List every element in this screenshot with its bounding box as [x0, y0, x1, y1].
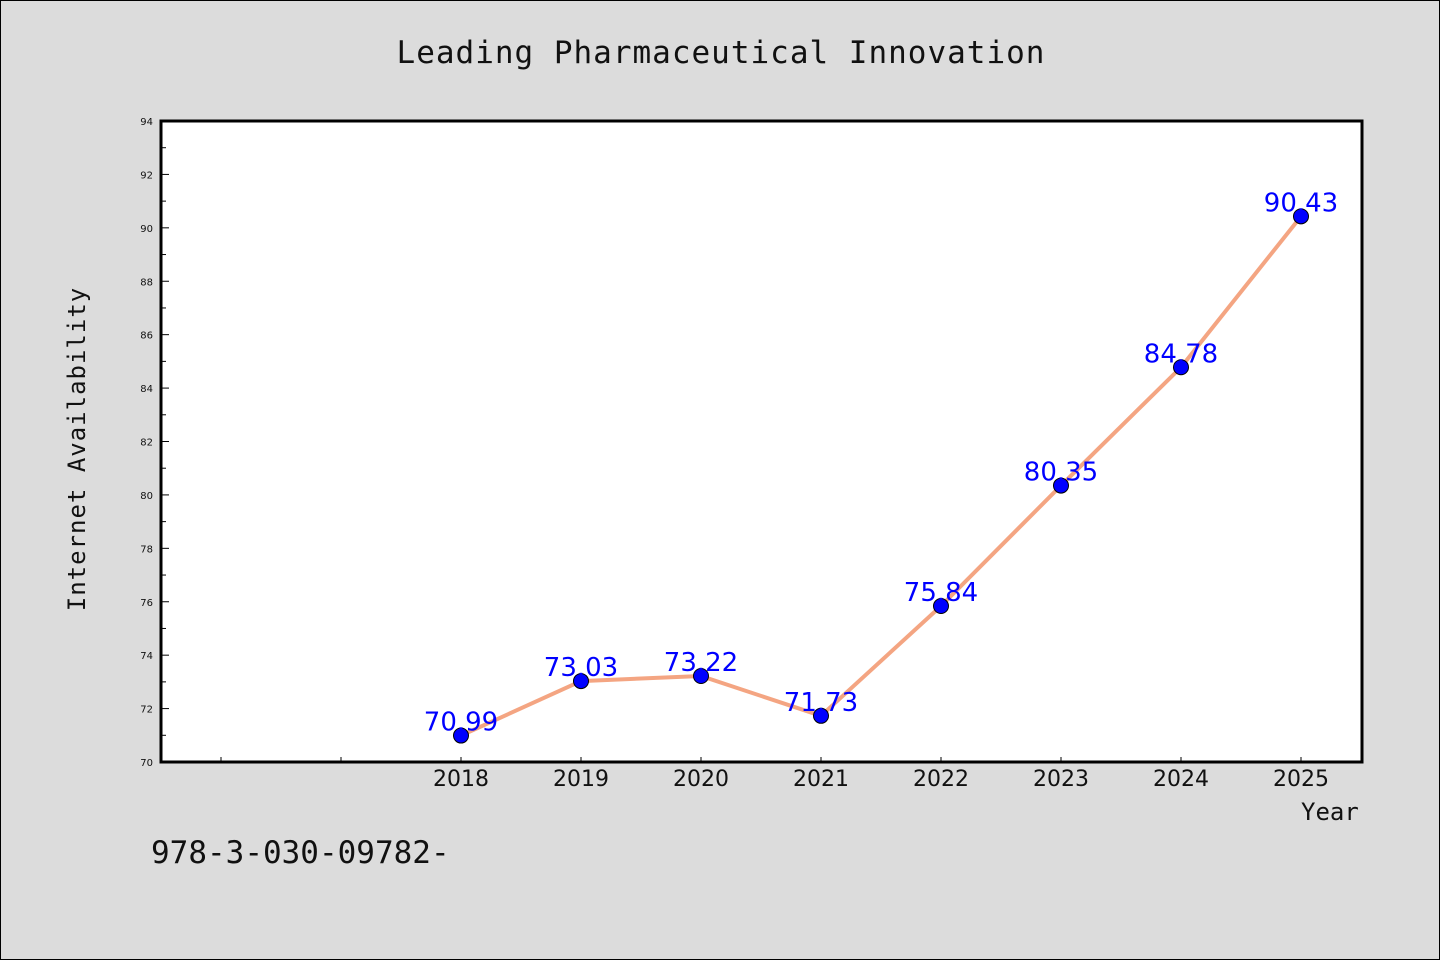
- y-tick-label: 74: [140, 651, 153, 662]
- chart-title: Leading Pharmaceutical Innovation: [396, 35, 1046, 71]
- data-point: [453, 727, 469, 744]
- x-tick-label: 2019: [553, 767, 609, 792]
- data-point: [813, 707, 829, 724]
- y-tick-label: 84: [140, 384, 153, 395]
- y-tick-label: 82: [140, 438, 153, 449]
- y-tick-label: 90: [140, 224, 153, 235]
- y-tick-label: 80: [140, 491, 153, 502]
- data-point: [1173, 359, 1189, 376]
- data-label: 90.43: [1264, 188, 1338, 218]
- x-tick-label: 2018: [433, 767, 489, 792]
- y-tick-label: 92: [140, 170, 153, 181]
- x-tick-label: 2024: [1153, 767, 1209, 792]
- y-tick-label: 76: [140, 598, 153, 609]
- data-labels: 70.99 73.03 73.22 71.73 75.84 80.35 84.78 90.43: [424, 188, 1338, 737]
- y-tick-label: 88: [140, 277, 153, 288]
- data-label: 80.35: [1024, 458, 1098, 488]
- x-tick-label: 2021: [793, 767, 849, 792]
- series-layer: [453, 208, 1309, 744]
- x-tick-label: 2022: [913, 767, 969, 792]
- series-line: [459, 214, 1303, 738]
- data-point: [693, 667, 709, 684]
- x-tick-label: 2023: [1033, 767, 1089, 792]
- data-point: [1053, 477, 1069, 494]
- y-tick-label: 72: [140, 705, 153, 716]
- data-label: 70.99: [424, 708, 498, 738]
- plot-area: [159, 119, 1364, 764]
- footnote-text: 978-3-030-09782-: [151, 835, 450, 871]
- x-axis: 2018 2019 2020 2021 2022 2023 2024 2025: [220, 757, 1329, 792]
- data-label: 84.78: [1144, 339, 1218, 369]
- y-tick-label: 70: [140, 758, 153, 769]
- y-tick-label: 78: [140, 544, 153, 555]
- y-tick-label: 86: [140, 331, 153, 342]
- y-axis: 70 72 74 76 78 80 82 84 86 88 90 92 94: [140, 117, 169, 769]
- data-point: [933, 598, 949, 615]
- data-label: 71.73: [784, 688, 858, 718]
- data-label: 75.84: [904, 578, 978, 608]
- data-point: [1293, 208, 1309, 225]
- x-tick-label: 2020: [673, 767, 729, 792]
- x-axis-label: Year: [1301, 798, 1359, 826]
- data-point: [573, 673, 589, 690]
- data-label: 73.22: [664, 648, 738, 678]
- x-tick-label: 2025: [1273, 767, 1329, 792]
- y-tick-label: 94: [140, 117, 153, 128]
- data-label: 73.03: [544, 653, 618, 683]
